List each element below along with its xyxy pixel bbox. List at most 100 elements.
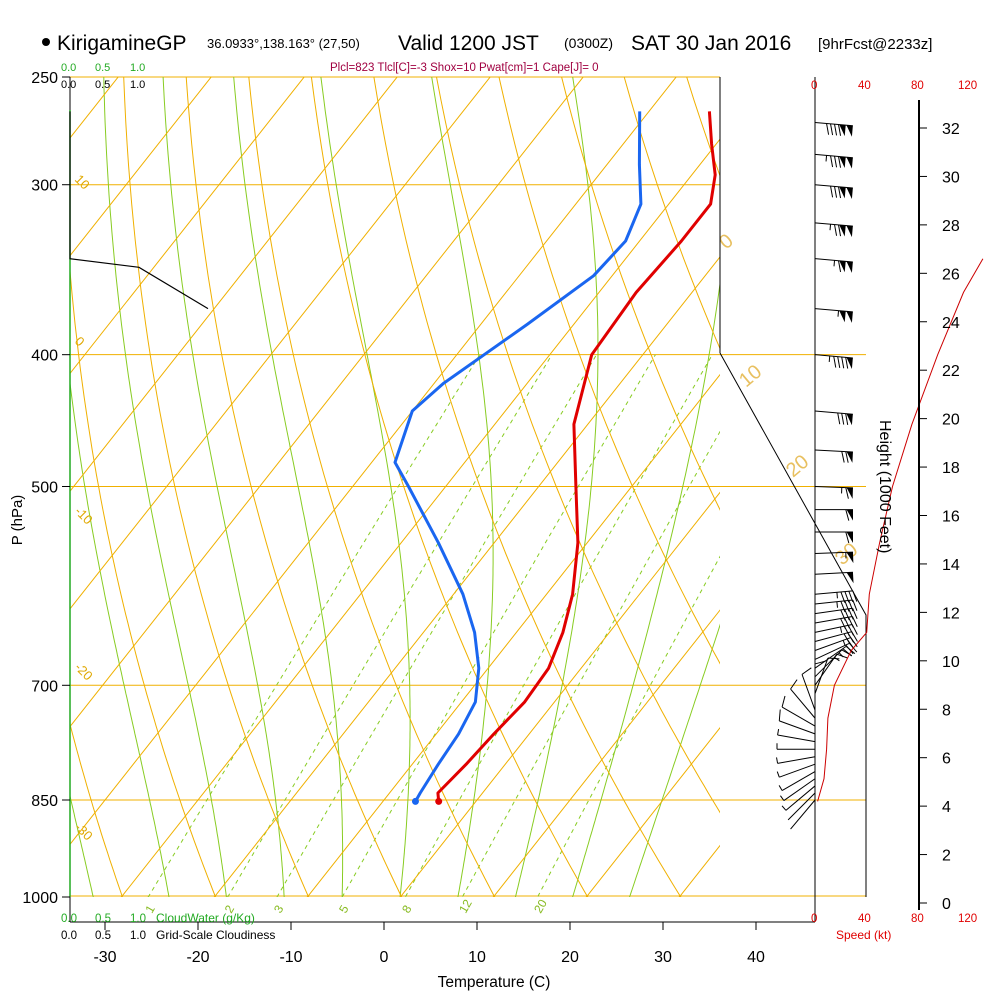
wind-barb	[814, 571, 854, 584]
dry-adiabat-140	[989, 53, 1000, 925]
speed-top-tick-1: 40	[858, 80, 871, 92]
wind-barb	[814, 184, 853, 199]
isotherm--30	[70, 77, 677, 846]
height-axis-label: Height (1000 Feet)	[876, 420, 893, 553]
plot-frame	[69, 77, 816, 923]
dry-adiabat--10	[70, 265, 217, 897]
wind-barb	[787, 792, 816, 821]
mixing-ratio-lines	[147, 354, 720, 897]
height-tick-20: 20	[942, 412, 960, 429]
cw-top-tick-2: 1.0	[130, 62, 145, 74]
dry-adiabat--20	[70, 722, 123, 897]
wind-barb	[776, 756, 816, 764]
cloudwater-top-ticks: 0.0 0.5 1.0 0.0 0.5 1.0	[61, 62, 145, 91]
adiabat-label-20: 20	[782, 451, 813, 482]
wind-barb	[777, 729, 816, 743]
height-tick-12: 12	[942, 605, 960, 622]
wind-barb	[814, 410, 853, 426]
mixing-ratio-label-12: 12	[456, 897, 475, 916]
wind-barb	[814, 449, 853, 463]
isotherm-label--10: -10	[72, 504, 96, 528]
height-tick-14: 14	[942, 557, 960, 574]
wind-barb	[814, 354, 853, 369]
speed-bot-tick-3: 120	[958, 913, 977, 925]
height-tick-32: 32	[942, 121, 960, 138]
temperature-surface-dot	[435, 797, 443, 805]
cloudwater-label: CloudWater (g/Kg)	[156, 911, 255, 925]
wind-barb	[815, 509, 853, 521]
wind-barb	[814, 615, 858, 630]
temp-tick-0: 0	[380, 949, 389, 966]
wind-barb	[780, 778, 816, 801]
isotherm-label--30: -30	[72, 820, 96, 844]
wind-speed-profile	[817, 258, 984, 802]
wind-barb	[814, 590, 858, 603]
isotherm-lines	[70, 77, 720, 897]
isotherm--80	[70, 77, 212, 257]
temperature-axis: -30 -20 -10 0 10 20 30 40	[93, 922, 765, 966]
wind-barb	[814, 121, 853, 137]
pressure-tick-850: 850	[31, 793, 58, 810]
cw-top-tick-0: 0.0	[61, 62, 76, 74]
mixing-ratio-label-3: 3	[271, 902, 287, 915]
cw-bot-tick-2: 1.0	[130, 913, 146, 925]
dry-adiabat-20	[248, 77, 496, 897]
height-tick-22: 22	[942, 363, 960, 380]
cloudiness-profile	[69, 111, 209, 310]
dry-adiabat-10	[185, 77, 403, 897]
moist-adiabat-lines	[70, 77, 720, 897]
cloudiness-label: Grid-Scale Cloudiness	[156, 928, 275, 942]
wind-barb	[814, 222, 853, 238]
wind-barb	[778, 709, 816, 735]
pressure-axis: 250 300 400 500 700 850 1000	[22, 70, 70, 907]
moist-adiabat-24	[514, 77, 599, 897]
mixing-ratio-5	[341, 354, 656, 897]
wind-barb	[776, 763, 816, 778]
station-coords: 36.0933°,138.163° (27,50)	[207, 36, 360, 51]
stability-indices: Plcl=823 Tlcl[C]=-3 Shox=10 Pwat[cm]=1 C…	[330, 62, 599, 74]
mixing-ratio-label-5: 5	[336, 902, 352, 915]
wind-barb	[814, 486, 853, 499]
temp-tick--20: -20	[186, 949, 209, 966]
height-tick-2: 2	[942, 848, 951, 865]
valid-date: SAT 30 Jan 2016	[631, 32, 791, 55]
wind-barb	[814, 258, 853, 273]
moist-adiabat-30	[572, 280, 720, 897]
isotherm-label-0: 0	[72, 334, 88, 350]
cl-top-tick-2: 1.0	[130, 79, 145, 91]
wind-barb	[814, 649, 853, 678]
speed-top-tick-0: 0	[811, 80, 817, 92]
isotherm-0	[306, 373, 720, 897]
moist-adiabat--6	[103, 77, 227, 897]
cw-bot-tick-1: 0.5	[95, 913, 111, 925]
moist-adiabat--20	[70, 794, 94, 897]
speed-bot-tick-2: 80	[911, 913, 924, 925]
temp-tick-40: 40	[747, 949, 765, 966]
moist-adiabat-0	[162, 77, 285, 897]
mixing-ratio-label-8: 8	[399, 902, 415, 915]
mixing-ratio-2	[227, 354, 553, 897]
wind-barb	[781, 785, 816, 811]
wind-barb	[814, 607, 858, 621]
height-tick-0: 0	[942, 896, 951, 913]
isotherm-label-10: 10	[72, 172, 93, 193]
mixing-ratio-label-20: 20	[531, 897, 550, 916]
isobar-lines	[70, 76, 866, 897]
valid-zulu: (0300Z)	[564, 35, 613, 51]
moist-adiabat--12	[70, 379, 170, 897]
dry-adiabat-130	[927, 53, 1000, 925]
pressure-tick-1000: 1000	[22, 890, 58, 907]
isotherm--40	[70, 77, 584, 728]
cl-bot-tick-0: 0.0	[61, 930, 77, 942]
height-tick-30: 30	[942, 169, 960, 186]
temperature-axis-label: Temperature (C)	[438, 974, 551, 991]
isotherm-20	[492, 609, 720, 897]
wind-barb	[815, 531, 853, 544]
mixing-ratio-20	[537, 555, 720, 897]
cw-bot-tick-0: 0.0	[61, 913, 77, 925]
mixing-ratio-12	[461, 430, 720, 897]
dry-adiabat-100	[741, 53, 1000, 925]
isotherm--50	[70, 77, 491, 610]
wind-barb	[814, 308, 853, 323]
